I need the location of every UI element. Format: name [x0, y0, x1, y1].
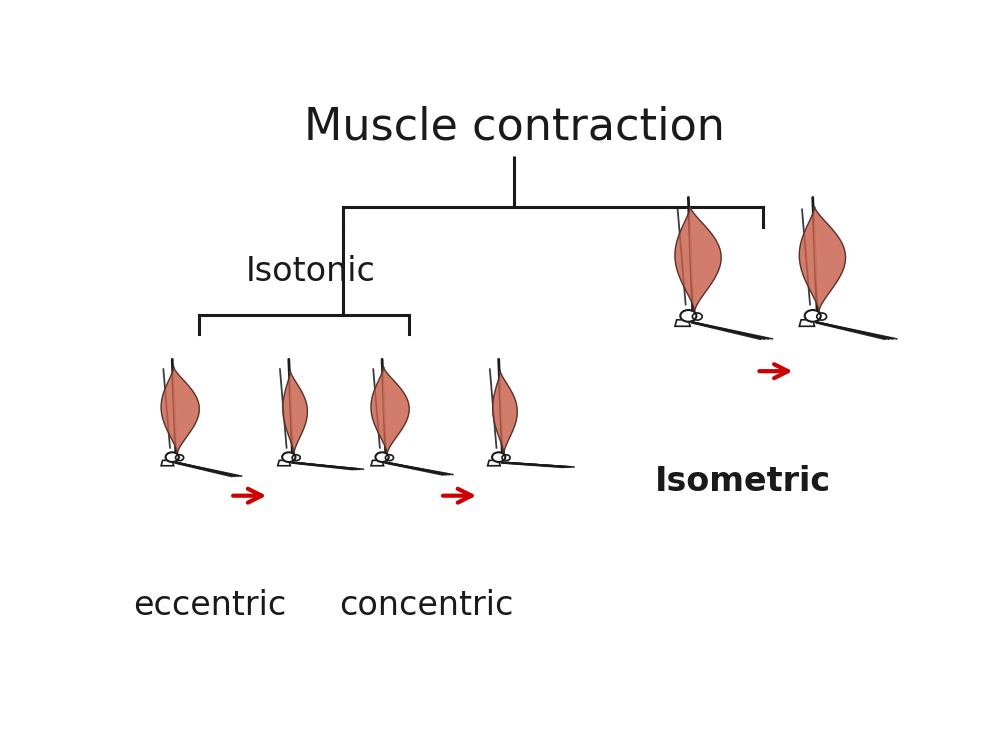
Polygon shape [674, 320, 689, 326]
Circle shape [165, 452, 178, 462]
Circle shape [679, 310, 695, 322]
Polygon shape [487, 460, 500, 466]
Polygon shape [371, 460, 383, 466]
Polygon shape [371, 367, 409, 453]
Polygon shape [799, 207, 845, 312]
Polygon shape [290, 371, 294, 453]
Circle shape [502, 455, 510, 461]
Polygon shape [161, 367, 199, 453]
Text: Muscle contraction: Muscle contraction [304, 105, 723, 148]
Circle shape [292, 455, 300, 461]
Polygon shape [674, 207, 720, 312]
Polygon shape [500, 371, 503, 453]
Polygon shape [173, 367, 177, 453]
Polygon shape [689, 207, 694, 312]
Text: concentric: concentric [339, 589, 513, 622]
Polygon shape [161, 460, 173, 466]
Circle shape [175, 455, 183, 461]
Polygon shape [283, 371, 307, 453]
Circle shape [375, 452, 389, 462]
Polygon shape [278, 460, 290, 466]
Polygon shape [814, 207, 819, 312]
Polygon shape [799, 320, 814, 326]
Polygon shape [492, 371, 517, 453]
Circle shape [492, 452, 505, 462]
Text: Isometric: Isometric [654, 465, 831, 498]
Circle shape [691, 313, 701, 320]
Polygon shape [383, 367, 387, 453]
Circle shape [282, 452, 296, 462]
Text: eccentric: eccentric [133, 589, 287, 622]
Circle shape [804, 310, 820, 322]
Text: Isotonic: Isotonic [245, 255, 376, 288]
Circle shape [385, 455, 393, 461]
Circle shape [816, 313, 826, 320]
